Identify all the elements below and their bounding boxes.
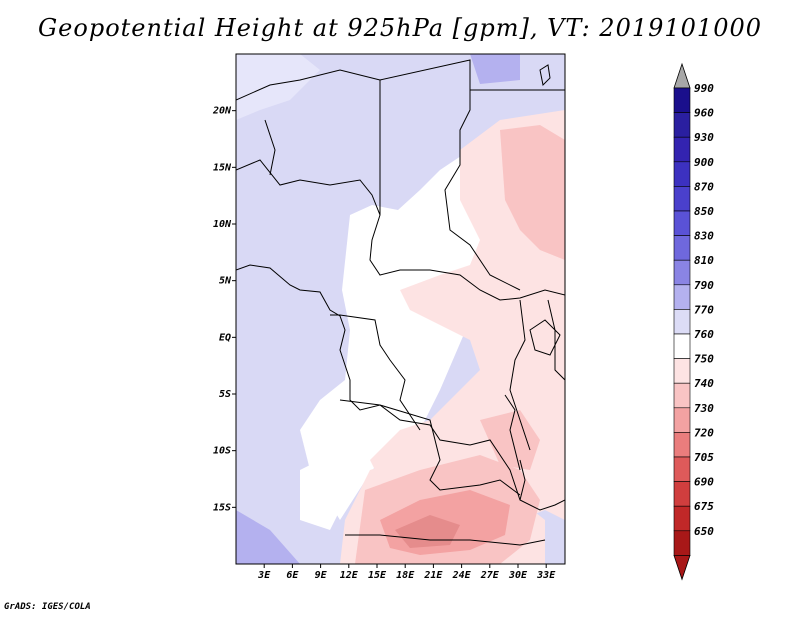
colorbar-label: 720: [694, 426, 714, 439]
colorbar-segment: [673, 481, 691, 507]
lon-tick-label: 30E: [508, 570, 528, 581]
colorbar-segment: [673, 382, 691, 409]
colorbar-segment: [673, 358, 691, 384]
lon-tick-label: 15E: [368, 570, 387, 581]
lon-tick-label: 9E: [315, 570, 328, 581]
coast-redsea: [539, 64, 551, 87]
lon-tick-label: 18E: [396, 570, 415, 581]
colorbar-top-arrow: [673, 62, 691, 89]
colorbar-segment: [673, 112, 691, 138]
colorbar-segment: [673, 333, 691, 359]
colorbar-label: 900: [694, 156, 714, 169]
lon-tick-label: 33E: [536, 570, 556, 581]
colorbar-segment: [673, 259, 691, 286]
lon-tick-label: 27E: [480, 570, 500, 581]
border-west: [264, 119, 276, 176]
colorbar-label: 675: [694, 500, 714, 513]
field-790-southwest: [236, 510, 300, 564]
lon-tick-label: 6E: [286, 570, 299, 581]
lat-tick-label: EQ: [219, 332, 231, 343]
field-790-north: [470, 54, 520, 84]
colorbar-segment: [673, 505, 691, 532]
border-angola-drc: [339, 399, 521, 496]
lat-tick-label: 10S: [213, 446, 231, 457]
colorbar-label: 870: [694, 180, 714, 193]
colorbar-label: 650: [694, 525, 714, 538]
colorbar-label: 960: [694, 107, 714, 120]
colorbar-segment: [673, 530, 691, 556]
lon-tick-label: 3E: [257, 570, 271, 581]
colorbar-segment: [673, 284, 691, 310]
latitude-axis: 20N 15N 10N 5N EQ 5S 10S 15S: [212, 106, 236, 513]
colorbar-segment: [673, 186, 691, 212]
colorbar-segment: [673, 309, 691, 335]
colorbar: 990 960 930 900 870 850 830 810 790 770 760 750 740 7…: [673, 62, 714, 581]
field-740-east: [480, 410, 540, 470]
map-frame: [235, 53, 566, 565]
colorbar-segment: [673, 407, 691, 433]
lat-tick-label: 15N: [213, 162, 232, 173]
lon-tick-label: 24E: [452, 570, 472, 581]
coastline-border-main: [236, 264, 565, 511]
colorbar-label: 930: [694, 131, 714, 144]
colorbar-label: 990: [694, 82, 714, 95]
colorbar-segment: [673, 235, 691, 261]
colorbar-segment: [673, 87, 691, 113]
colorbar-label: 810: [694, 254, 714, 267]
lake-victoria: [529, 319, 561, 356]
lat-tick-label: 10N: [213, 219, 232, 230]
country-borders: [236, 59, 565, 546]
lake-tanganyika: [504, 394, 521, 471]
border-mali-niger: [236, 69, 381, 101]
lat-tick-label: 5S: [219, 389, 231, 400]
colorbar-label: 705: [694, 451, 714, 464]
lake-malawi: [519, 459, 526, 501]
colorbar-label: 740: [694, 377, 714, 390]
colorbar-label: 690: [694, 476, 714, 489]
grads-credit: GrADS: IGES/COLA: [4, 602, 91, 612]
colorbar-label: 760: [694, 328, 714, 341]
colorbar-label: 730: [694, 402, 714, 415]
longitude-axis: 3E 6E 9E 12E 15E 18E 21E 24E 27E 30E 33E: [257, 564, 556, 581]
colorbar-segment: [673, 210, 691, 236]
colorbar-label: 850: [694, 205, 714, 218]
lon-tick-label: 21E: [423, 570, 443, 581]
border-east-lakes: [509, 299, 531, 451]
field-760-southwest: [300, 460, 345, 530]
field-770-northwest: [236, 54, 320, 120]
colorbar-segment: [673, 432, 691, 458]
lon-tick-label: 12E: [340, 570, 359, 581]
field-740-north: [500, 125, 565, 260]
colorbar-label: 750: [694, 353, 714, 366]
border-chad-sudan: [379, 59, 521, 291]
lat-tick-label: 15S: [213, 502, 231, 513]
colorbar-label: 830: [694, 230, 714, 243]
colorbar-label: 770: [694, 303, 714, 316]
lat-tick-label: 5N: [219, 276, 232, 287]
border-sahel: [236, 159, 565, 301]
figure-title: Geopotential Height at 925hPa [gpm], VT:…: [38, 14, 762, 42]
border-kenya: [547, 299, 565, 381]
border-congo: [330, 314, 421, 431]
colorbar-segment: [673, 161, 691, 187]
colorbar-segment: [673, 456, 691, 482]
colorbar-label: 790: [694, 279, 714, 292]
colorbar-segment: [673, 136, 691, 163]
lat-tick-label: 20N: [212, 106, 232, 117]
border-namibia: [345, 534, 546, 546]
colorbar-bottom-arrow: [673, 555, 691, 581]
